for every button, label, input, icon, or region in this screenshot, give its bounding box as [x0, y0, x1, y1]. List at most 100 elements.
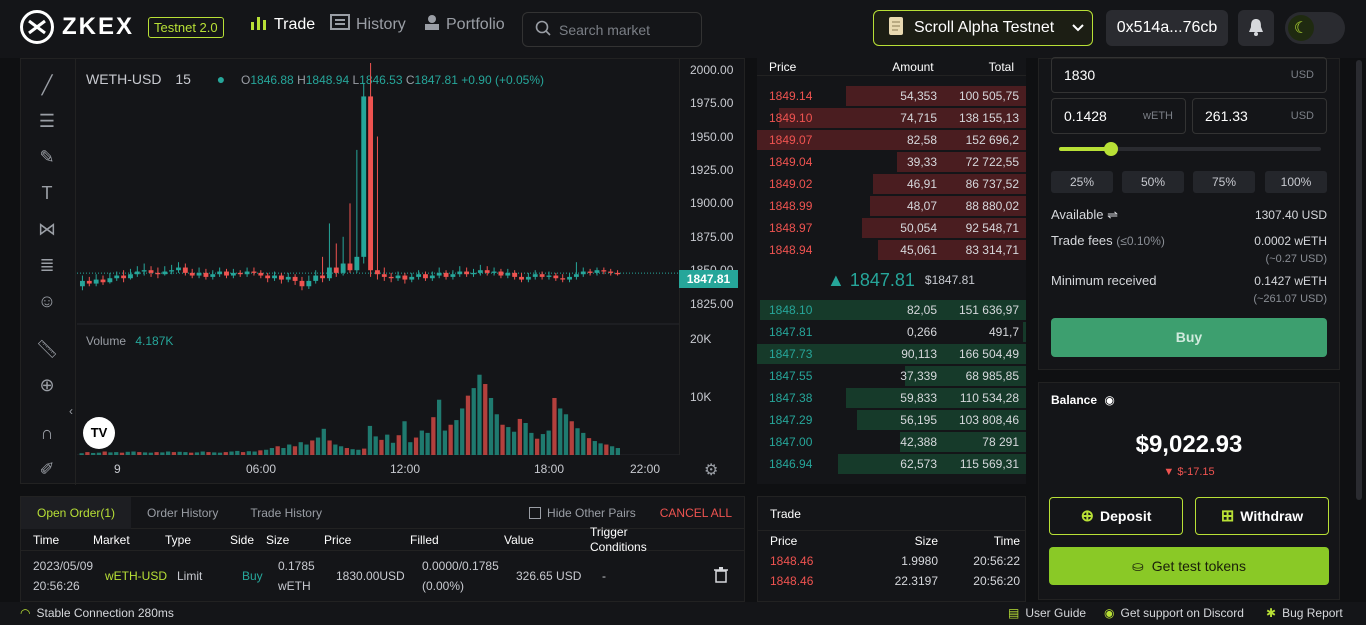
collapse-toolbar-icon[interactable]: ‹ — [69, 404, 73, 418]
price-unit: USD — [1290, 69, 1314, 81]
volume-bar — [379, 439, 384, 455]
amount-input[interactable]: 0.1428 wETH — [1051, 98, 1186, 134]
slider-handle[interactable] — [1104, 142, 1119, 156]
nav-history[interactable]: History — [330, 14, 406, 35]
price-value: 1830 — [1064, 67, 1096, 83]
lock-pencil-icon[interactable]: ✐ — [39, 459, 55, 479]
search-input[interactable]: Search market — [522, 12, 702, 47]
pct-50-button[interactable]: 50% — [1122, 171, 1184, 193]
bid-row[interactable]: 1847.55 37,339 68 985,85 — [757, 365, 1026, 387]
bug-report-link[interactable]: ✱ Bug Report — [1266, 606, 1343, 620]
wallet-address-button[interactable]: 0x514a...76cb — [1106, 10, 1228, 46]
ask-row[interactable]: 1849.14 54,353 100 505,75 — [757, 85, 1026, 107]
volume-bar — [200, 451, 205, 455]
notification-button[interactable] — [1238, 10, 1274, 46]
volume-bar — [367, 425, 373, 455]
trade-price: 1848.46 — [770, 554, 814, 568]
bid-row[interactable]: 1848.10 82,05 151 636,97 — [757, 299, 1026, 321]
zoom-in-icon[interactable]: ⊕ — [39, 375, 55, 395]
magnet-icon[interactable]: ∩ — [40, 423, 54, 443]
pct-25-button[interactable]: 25% — [1051, 171, 1113, 193]
brush-icon[interactable]: ✎ — [39, 147, 55, 167]
candle-body — [580, 271, 586, 275]
ruler-icon[interactable]: 📏︎ — [35, 339, 59, 359]
bid-depth-bar — [757, 344, 1026, 364]
withdraw-button[interactable]: ⊞ Withdraw — [1195, 497, 1329, 535]
user-guide-link[interactable]: ▤ User Guide — [1008, 606, 1086, 620]
table-row[interactable]: 2023/05/09 20:56:26 wETH-USD Limit Buy 0.… — [21, 551, 744, 601]
logo[interactable]: ZKEX Testnet 2.0 — [20, 10, 224, 44]
theme-toggle[interactable]: ☾ — [1285, 12, 1345, 44]
trade-col-size: Size — [914, 534, 938, 548]
checkbox[interactable] — [529, 506, 542, 519]
volume-bar — [511, 431, 517, 455]
pattern-icon[interactable]: ⋈ — [38, 219, 56, 239]
candlestick-chart[interactable] — [77, 59, 679, 455]
hide-other-pairs[interactable]: Hide Other Pairs — [529, 506, 636, 520]
bid-row[interactable]: 1847.00 42,388 78 291 — [757, 431, 1026, 453]
amount-slider[interactable] — [1059, 142, 1321, 156]
volume-bar — [131, 451, 136, 455]
eye-icon[interactable]: ◉ — [1104, 393, 1115, 407]
candle-body — [477, 270, 483, 273]
volume-bar — [592, 441, 597, 455]
deposit-button[interactable]: ⊕ Deposit — [1049, 497, 1183, 535]
buy-button[interactable]: Buy — [1051, 318, 1327, 357]
bid-depth-bar — [837, 454, 1026, 474]
total-input[interactable]: 261.33 USD — [1192, 98, 1327, 134]
balance-label: Balance ◉ — [1051, 393, 1115, 407]
candle-body — [381, 274, 387, 277]
cancel-all-button[interactable]: CANCEL ALL — [659, 505, 732, 520]
tradingview-logo[interactable]: TV — [83, 417, 115, 449]
swap-icon[interactable]: ⇌ — [1107, 207, 1119, 222]
volume-bar — [529, 432, 534, 455]
bid-price: 1847.81 — [769, 325, 813, 339]
trade-col-price: Price — [770, 534, 798, 548]
bid-row[interactable]: 1847.38 59,833 110 534,28 — [757, 387, 1026, 409]
trendline-icon[interactable]: ╱ — [41, 75, 53, 95]
volume-bar — [292, 446, 298, 455]
ask-row[interactable]: 1848.97 50,054 92 548,71 — [757, 217, 1026, 239]
bid-amount: 62,573 — [900, 457, 937, 471]
price-tick-label: 2000.00 — [690, 62, 734, 77]
measure-lines-icon[interactable]: ≣ — [39, 255, 55, 275]
text-icon[interactable]: T — [41, 183, 53, 203]
volume-bar — [119, 452, 125, 455]
tab-open-orders[interactable]: Open Order(1) — [21, 496, 132, 529]
volume-bar — [477, 374, 482, 455]
ask-row[interactable]: 1848.94 45,061 83 314,71 — [757, 239, 1026, 261]
ask-row[interactable]: 1848.99 48,07 88 880,02 — [757, 195, 1026, 217]
pct-75-button[interactable]: 75% — [1193, 171, 1255, 193]
pct-100-button[interactable]: 100% — [1265, 171, 1327, 193]
horizontal-lines-icon[interactable]: ☰ — [38, 111, 56, 131]
discord-link[interactable]: ◉ Get support on Discord — [1104, 606, 1244, 620]
ask-row[interactable]: 1849.10 74,715 138 155,13 — [757, 107, 1026, 129]
bid-depth-bar — [759, 300, 1026, 320]
trash-icon[interactable] — [714, 566, 728, 586]
tab-trade-history[interactable]: Trade History — [250, 505, 322, 520]
volume-bar — [264, 449, 269, 455]
tab-order-history[interactable]: Order History — [147, 505, 219, 520]
ask-amount: 82,58 — [906, 133, 937, 147]
get-test-tokens-button[interactable]: ⛀ Get test tokens — [1049, 547, 1329, 585]
nav-trade[interactable]: Trade — [250, 14, 315, 35]
fees-pct: (≤0.10%) — [1116, 234, 1165, 248]
bid-row[interactable]: 1847.73 90,113 166 504,49 — [757, 343, 1026, 365]
settings-gear-icon[interactable]: ⚙ — [704, 462, 719, 479]
emoji-icon[interactable]: ☺ — [37, 291, 57, 311]
nav-portfolio[interactable]: Portfolio — [424, 14, 505, 35]
network-selector[interactable]: Scroll Alpha Testnet — [873, 10, 1093, 46]
bid-row[interactable]: 1847.81 0,266 491,7 — [757, 321, 1026, 343]
scrollbar[interactable] — [1356, 60, 1362, 500]
volume-bar — [396, 435, 401, 455]
ask-row[interactable]: 1849.02 46,91 86 737,52 — [757, 173, 1026, 195]
ask-row[interactable]: 1849.04 39,33 72 722,55 — [757, 151, 1026, 173]
col-market: Market — [93, 532, 130, 547]
bid-row[interactable]: 1847.29 56,195 103 808,46 — [757, 409, 1026, 431]
ohlc-open: 1846.88 — [250, 73, 294, 87]
volume-bar — [183, 452, 188, 455]
price-input[interactable]: 1830 USD — [1051, 57, 1327, 93]
ask-row[interactable]: 1849.07 82,58 152 696,2 — [757, 129, 1026, 151]
bid-price: 1847.38 — [769, 391, 813, 405]
bid-row[interactable]: 1846.94 62,573 115 569,31 — [757, 453, 1026, 475]
